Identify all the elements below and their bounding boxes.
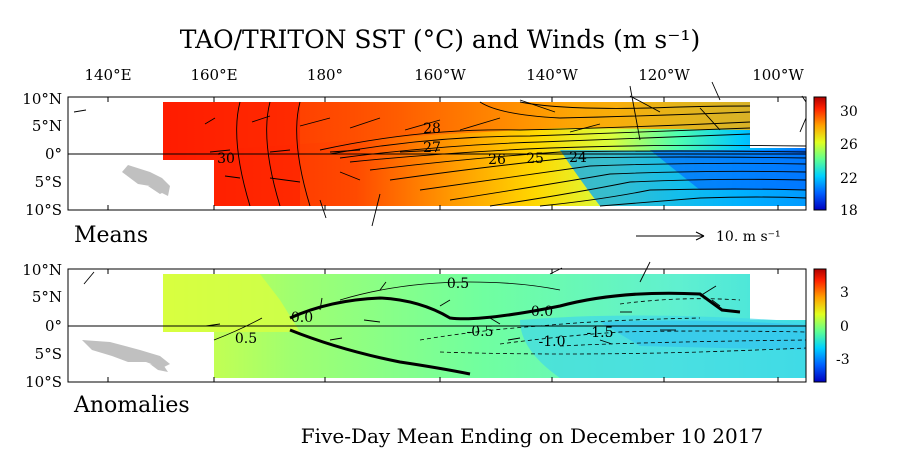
lat-label: 0° xyxy=(45,145,62,163)
lon-label: 160°W xyxy=(414,66,466,84)
land-masses-anomalies xyxy=(82,340,170,372)
means-colorbar: 30 26 22 18 xyxy=(813,96,858,219)
anomalies-frame xyxy=(67,268,807,383)
footer-date: Five-Day Mean Ending on December 10 2017 xyxy=(301,424,763,448)
anomalies-colorbar: 3 0 -3 xyxy=(813,268,850,383)
lon-label: 180° xyxy=(307,66,343,84)
contour-label: 27 xyxy=(423,140,441,156)
contour-label: 26 xyxy=(488,152,506,168)
sst-contours xyxy=(236,101,807,207)
colorbar-tick: 22 xyxy=(840,171,858,187)
lon-label: 160°E xyxy=(190,66,237,84)
contour-label: 24 xyxy=(569,150,587,166)
wind-scale: 10. m s⁻¹ xyxy=(636,229,781,245)
colorbar-tick: 30 xyxy=(840,104,858,120)
lon-label: 100°W xyxy=(752,66,804,84)
lat-label: 10°S xyxy=(25,201,62,219)
anomalies-panel: 10°N 5°N 0° 5°S 10°S 0.5 0.0 0.0 -0.5 xyxy=(22,261,849,418)
anomalies-ticks xyxy=(107,269,779,382)
contour-label: 28 xyxy=(423,121,441,137)
contour-label: 0.5 xyxy=(235,331,257,347)
means-frame xyxy=(67,96,807,211)
contour-label: 0.0 xyxy=(531,304,553,320)
wind-scale-label: 10. m s⁻¹ xyxy=(716,229,781,245)
contour-label: -1.0 xyxy=(539,334,566,350)
lon-label: 140°E xyxy=(84,66,131,84)
lat-label: 5°N xyxy=(32,288,62,306)
colorbar-tick: 26 xyxy=(840,137,858,153)
colorbar-tick: 0 xyxy=(840,319,849,335)
land-masses-means xyxy=(122,165,170,196)
contour-label: -0.5 xyxy=(467,324,494,340)
lon-label: 120°W xyxy=(638,66,690,84)
lat-label: 5°S xyxy=(35,173,62,191)
lat-label: 10°N xyxy=(22,261,62,279)
colorbar-tick: 18 xyxy=(840,203,858,219)
contour-label: 0.0 xyxy=(291,310,313,326)
lat-label: 10°S xyxy=(25,373,62,391)
lat-label: 5°N xyxy=(32,117,62,135)
colorbar-tick: 3 xyxy=(840,285,849,301)
means-panel: 10°N 5°N 0° 5°S 10°S xyxy=(22,81,858,248)
lon-axis-labels: 140°E 160°E 180° 160°W 140°W 120°W 100°W xyxy=(84,66,804,84)
colorbar-tick: -3 xyxy=(836,352,850,368)
means-ticks xyxy=(107,97,779,210)
figure-title: TAO/TRITON SST (°C) and Winds (m s⁻¹) xyxy=(180,25,700,54)
anomaly-contours xyxy=(213,281,807,376)
lat-label: 10°N xyxy=(22,90,62,108)
contour-label: 25 xyxy=(526,151,544,167)
lat-label: 5°S xyxy=(35,345,62,363)
contour-label: -1.5 xyxy=(587,325,614,341)
lon-label: 140°W xyxy=(526,66,578,84)
lat-label: 0° xyxy=(45,317,62,335)
anomaly-contour-labels: 0.5 0.0 0.0 -0.5 -1.0 -1.5 0.5 xyxy=(235,276,614,350)
contour-label: 0.5 xyxy=(447,276,469,292)
anomalies-label: Anomalies xyxy=(73,393,190,418)
wind-vectors-anomalies xyxy=(83,261,721,345)
contour-label: 30 xyxy=(217,151,235,167)
means-label: Means xyxy=(74,223,148,248)
